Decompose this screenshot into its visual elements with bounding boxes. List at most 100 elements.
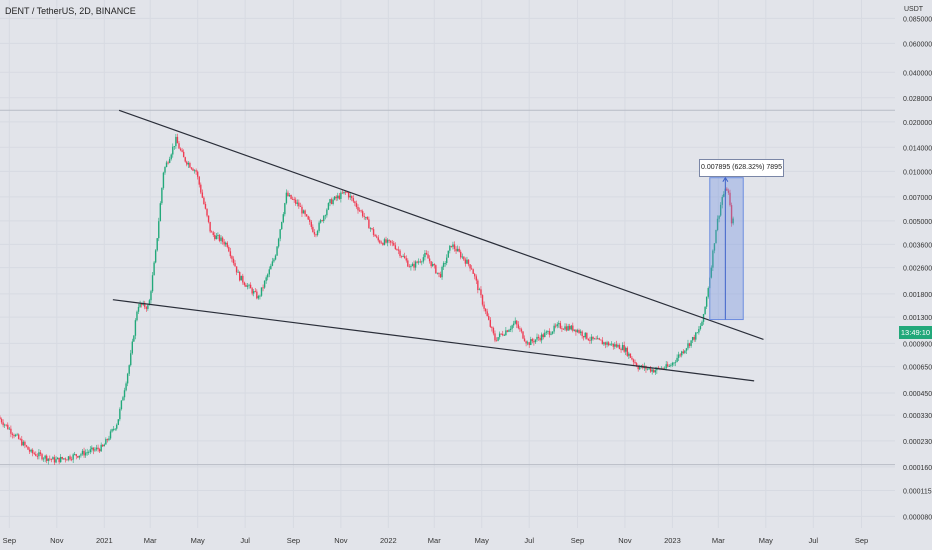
candle-body — [626, 347, 628, 356]
candle-body — [446, 257, 448, 264]
candle-body — [598, 338, 600, 340]
candle-body — [170, 154, 172, 159]
candle-body — [27, 446, 29, 450]
candle-body — [181, 150, 183, 152]
candle-body — [344, 191, 347, 193]
candle-body — [425, 252, 428, 255]
candle-body — [147, 305, 149, 309]
candle-body — [634, 362, 636, 364]
time-tick-label: Sep — [855, 536, 868, 545]
candle-body — [167, 162, 169, 164]
candle-body — [374, 234, 376, 237]
candle-body — [726, 188, 728, 191]
candle-body — [388, 239, 390, 241]
candle-body — [704, 306, 706, 315]
candle-body — [139, 303, 141, 307]
candle-body — [150, 291, 152, 301]
candle-body — [382, 243, 384, 245]
candle-body — [503, 335, 506, 336]
candle-body — [24, 441, 26, 446]
candle-body — [721, 196, 723, 205]
candle-body — [685, 348, 688, 351]
candle-body — [61, 456, 63, 459]
candle-body — [584, 332, 586, 338]
candle-body — [81, 450, 84, 455]
candle-body — [533, 341, 535, 343]
candle-body — [323, 215, 325, 222]
candle-body — [478, 289, 481, 291]
candle-body — [564, 326, 566, 330]
candle-body — [179, 148, 182, 151]
candle-body — [604, 342, 607, 345]
candle-body — [326, 209, 328, 216]
candle-body — [562, 329, 565, 330]
candle-body — [470, 268, 473, 270]
candle-body — [330, 199, 333, 204]
candle-body — [10, 428, 12, 434]
candle-body — [33, 453, 35, 455]
candle-body — [273, 259, 275, 262]
candle-body — [556, 324, 558, 327]
candle-body — [164, 166, 166, 173]
candle-body — [561, 328, 563, 330]
candle-body — [126, 373, 129, 384]
candle-body — [55, 459, 57, 463]
candle-body — [592, 336, 594, 339]
candle-body — [329, 199, 331, 204]
candle-body — [424, 252, 426, 258]
candle-body — [162, 172, 165, 188]
candle-body — [530, 339, 532, 346]
candle-body — [601, 340, 604, 345]
candle-body — [282, 214, 284, 222]
candle-body — [77, 456, 79, 458]
candle-body — [267, 274, 269, 278]
candle-body — [586, 332, 588, 339]
candle-body — [528, 342, 530, 346]
candle-body — [691, 337, 694, 341]
candle-body — [173, 146, 176, 147]
measure-tool[interactable] — [709, 176, 744, 321]
candle-body — [587, 338, 590, 341]
candle-body — [537, 336, 540, 339]
candle-body — [494, 333, 496, 341]
candle-body — [430, 261, 432, 267]
candle-body — [270, 265, 272, 270]
candle-body — [435, 265, 437, 274]
candle-body — [271, 261, 274, 266]
candle-body — [92, 447, 95, 451]
candle-body — [284, 203, 286, 215]
candle-body — [319, 220, 322, 223]
time-tick-label: Mar — [712, 536, 725, 545]
candle-body — [611, 343, 613, 345]
candle-body — [677, 354, 680, 358]
candle-body — [128, 365, 130, 374]
candle-body — [218, 235, 221, 241]
candle-body — [67, 456, 70, 460]
candle-body — [0, 419, 3, 423]
candle-body — [158, 221, 160, 239]
candle-body — [36, 455, 39, 457]
chart-title: DENT / TetherUS, 2D, BINANCE — [5, 6, 136, 16]
candle-body — [42, 458, 45, 460]
candle-body — [379, 240, 381, 243]
grid-lines — [0, 0, 895, 528]
candle-body — [687, 343, 689, 349]
candle-body — [262, 287, 264, 289]
candle-body — [318, 222, 320, 231]
current-price-tag: 13:49:10 — [899, 326, 932, 339]
candle-body — [375, 236, 378, 238]
candle-body — [568, 325, 571, 330]
candle-body — [365, 216, 367, 218]
candle-body — [570, 325, 572, 330]
candle-body — [544, 332, 546, 338]
candle-body — [523, 338, 526, 342]
candle-body — [35, 454, 37, 456]
candle-body — [64, 458, 67, 460]
candle-body — [120, 400, 123, 410]
candle-body — [214, 234, 216, 240]
candle-body — [106, 439, 109, 441]
candle-body — [707, 288, 709, 297]
candle-body — [229, 251, 232, 257]
candle-body — [464, 259, 467, 264]
